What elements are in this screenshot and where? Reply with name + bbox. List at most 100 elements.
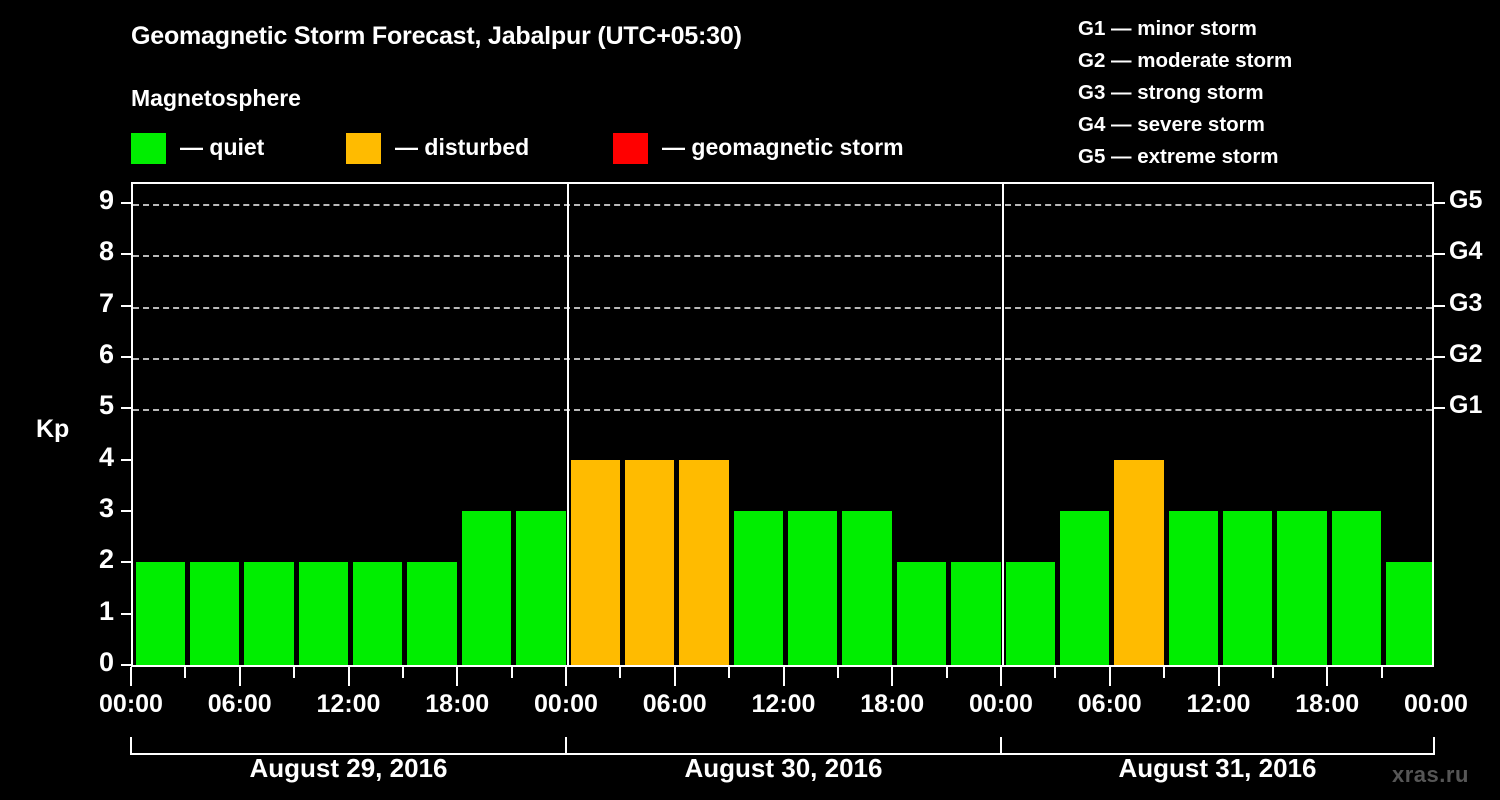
bar-kp[interactable] [788, 511, 838, 665]
x-tick-label: 06:00 [1077, 690, 1142, 718]
x-tick-mark [728, 667, 731, 678]
y-tick-mark-4 [121, 458, 133, 461]
legend-swatch-quiet [131, 133, 166, 164]
bar-kp[interactable] [1223, 511, 1273, 665]
x-tick-mark [130, 667, 132, 686]
day-bracket [1000, 737, 1435, 755]
x-tick-mark [619, 667, 622, 678]
g-legend-row-g5: G5 — extreme storm [1078, 145, 1279, 168]
day-label: August 31, 2016 [1118, 753, 1317, 783]
x-tick-mark [456, 667, 459, 686]
g-legend-row-g1: G1 — minor storm [1078, 17, 1257, 40]
y-tick-label-1: 1 [98, 595, 114, 626]
x-tick-mark [1054, 667, 1057, 678]
legend-label-disturbed: — disturbed [395, 134, 530, 160]
bar-kp[interactable] [189, 562, 240, 665]
x-tick-label: 18:00 [425, 690, 490, 718]
y-tick-label-6: 6 [98, 339, 114, 369]
bar-kp[interactable] [624, 459, 675, 665]
bar-kp[interactable] [135, 562, 185, 665]
day-label: August 30, 2016 [684, 753, 883, 783]
day-label: August 29, 2016 [249, 753, 448, 783]
g-axis-label-g2: G2 [1449, 340, 1483, 368]
y-axis-title: Kp [36, 415, 70, 444]
g-axis-tick-g1 [1432, 407, 1445, 410]
watermark: xras.ru [1392, 762, 1469, 787]
bar-kp[interactable] [516, 511, 566, 665]
x-tick-label: 06:00 [207, 690, 272, 718]
x-tick-label: 00:00 [1404, 690, 1468, 718]
x-tick-label: 12:00 [751, 690, 816, 718]
y-tick-label-7: 7 [98, 287, 114, 318]
x-tick-mark [510, 667, 513, 678]
x-tick-mark [1217, 667, 1220, 686]
bar-kp[interactable] [1331, 511, 1382, 665]
x-tick-mark [1108, 667, 1111, 686]
legend-swatch-geomagnetic-storm [613, 133, 648, 164]
bar-kp[interactable] [244, 562, 294, 665]
x-tick-mark [1271, 667, 1274, 678]
day-divider-2 [1002, 184, 1004, 665]
gridline-kp-5 [133, 409, 1432, 412]
bar-kp[interactable] [298, 562, 348, 665]
bar-kp[interactable] [1114, 459, 1164, 665]
x-tick-mark [1163, 667, 1166, 678]
day-divider-1 [567, 184, 569, 665]
x-tick-mark [1326, 667, 1329, 686]
x-tick-mark [945, 667, 948, 678]
bar-kp[interactable] [1059, 511, 1110, 665]
gridline-kp-7 [133, 306, 1432, 309]
bar-kp[interactable] [461, 511, 512, 665]
bar-kp[interactable] [733, 511, 783, 665]
bar-kp[interactable] [1277, 511, 1327, 665]
g-axis-tick-g5 [1432, 202, 1445, 204]
y-tick-mark-7 [121, 304, 133, 307]
gridline-kp-8 [133, 255, 1432, 258]
g-axis-tick-g2 [1432, 356, 1445, 358]
x-tick-mark [401, 667, 404, 678]
x-tick-label: 12:00 [1186, 690, 1251, 718]
y-tick-mark-5 [121, 407, 133, 410]
bar-kp[interactable] [896, 562, 947, 665]
y-tick-mark-0 [121, 664, 133, 666]
g-axis-label-g5: G5 [1449, 186, 1483, 214]
x-tick-mark [293, 667, 296, 678]
x-tick-label: 12:00 [316, 690, 381, 718]
g-axis-tick-g3 [1432, 304, 1445, 307]
x-tick-mark [565, 667, 567, 686]
x-tick-label: 00:00 [969, 690, 1033, 718]
x-tick-mark [1000, 667, 1002, 686]
x-tick-mark [673, 667, 676, 686]
bar-kp[interactable] [951, 562, 1001, 665]
g-axis-tick-g4 [1432, 253, 1445, 256]
bar-kp[interactable] [842, 511, 892, 665]
g-legend-row-g3: G3 — strong storm [1078, 81, 1264, 104]
legend-label-geomagnetic-storm: — geomagnetic storm [662, 134, 904, 160]
x-tick-mark [1380, 667, 1383, 678]
g-scale-legend: G1 — minor storm G2 — moderate storm G3 — … [1078, 13, 1292, 173]
legend-item-quiet: — quiet [131, 133, 264, 167]
bar-kp[interactable] [1168, 511, 1218, 665]
y-tick-label-0: 0 [98, 647, 114, 677]
y-tick-mark-3 [121, 510, 133, 512]
bar-kp[interactable] [1386, 562, 1432, 665]
y-tick-mark-9 [121, 202, 133, 204]
bar-kp[interactable] [570, 459, 620, 665]
g-axis-label-g1: G1 [1449, 391, 1483, 420]
y-tick-label-8: 8 [98, 236, 114, 267]
y-tick-mark-6 [121, 356, 133, 358]
x-tick-label: 18:00 [860, 690, 925, 718]
bar-kp[interactable] [1005, 562, 1055, 665]
x-tick-mark [347, 667, 350, 686]
x-tick-label: 18:00 [1295, 690, 1360, 718]
x-tick-mark [184, 667, 187, 678]
x-tick-mark [891, 667, 894, 686]
gridline-kp-6 [133, 358, 1432, 360]
y-tick-label-4: 4 [98, 441, 114, 472]
legend-item-geomagnetic-storm: — geomagnetic storm [613, 133, 904, 167]
bar-kp[interactable] [407, 562, 457, 665]
bar-kp[interactable] [679, 459, 729, 665]
y-axis: Kp 0 1 2 3 4 5 6 7 8 9 [0, 0, 133, 800]
bar-kp[interactable] [353, 562, 403, 665]
legend-swatch-disturbed [346, 133, 381, 164]
